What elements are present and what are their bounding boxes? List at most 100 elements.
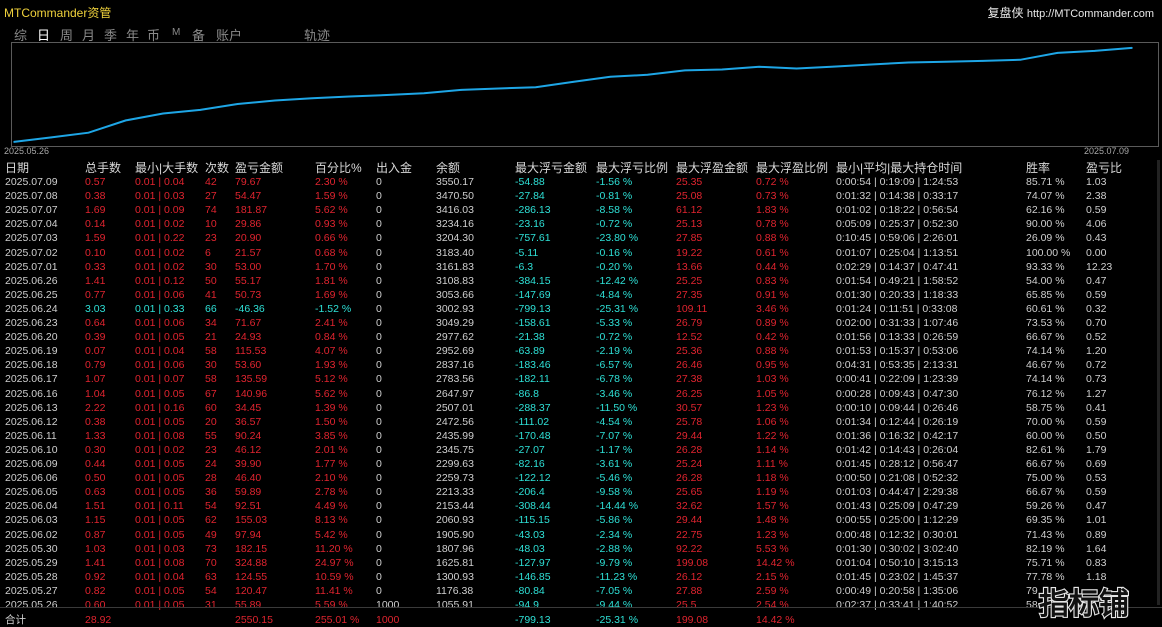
cell-ratio: 1.20 (1086, 345, 1107, 358)
column-header[interactable]: 最小|大手数 (135, 161, 199, 175)
column-header[interactable]: 盈亏金额 (235, 161, 284, 175)
column-header[interactable]: 余额 (436, 161, 461, 175)
table-row[interactable]: 2025.07.09 0.57 0.01 | 0.04 42 79.67 2.30 % 0 3… (0, 175, 1162, 189)
equity-point-28 (1056, 52, 1059, 54)
cell-max-float-loss: -127.97 (515, 556, 551, 569)
cell-balance: 2837.16 (436, 359, 474, 372)
equity-point-21 (795, 67, 798, 70)
table-row[interactable]: 2025.06.17 1.07 0.01 | 0.07 58 135.59 5.12 % 0… (0, 372, 1162, 386)
table-row[interactable]: 2025.05.29 1.41 0.01 | 0.08 70 324.88 24.97 %… (0, 556, 1162, 570)
tab-5[interactable]: 年 (126, 28, 140, 43)
column-header[interactable]: 盈亏比 (1086, 161, 1123, 175)
cell-max-float-loss: -122.12 (515, 472, 551, 485)
table-row[interactable]: 2025.06.13 2.22 0.01 | 0.16 60 34.45 1.39 % 0 2… (0, 401, 1162, 415)
cell-count: 54 (205, 500, 217, 513)
tab-2[interactable]: 周 (60, 28, 74, 43)
table-row[interactable]: 2025.06.20 0.39 0.01 | 0.05 21 24.93 0.84 % 0 2… (0, 330, 1162, 344)
column-header[interactable]: 次数 (205, 161, 230, 175)
column-header[interactable]: 最大浮盈比例 (756, 161, 829, 175)
table-row[interactable]: 2025.06.24 3.03 0.01 | 0.33 66 -46.36 -1.52 %… (0, 302, 1162, 316)
cell-max-float-profit-pct: 1.57 % (756, 500, 789, 513)
column-header[interactable]: 日期 (5, 161, 30, 175)
table-row[interactable]: 2025.07.08 0.38 0.01 | 0.03 27 54.47 1.59 % 0 3… (0, 189, 1162, 203)
table-row[interactable]: 2025.06.06 0.50 0.01 | 0.05 28 46.40 2.10 % 0 2… (0, 471, 1162, 485)
table-row[interactable]: 2025.05.26 0.60 0.01 | 0.05 31 55.89 5.59 % 10… (0, 598, 1162, 612)
tab-7[interactable]: M (172, 27, 181, 38)
table-row[interactable]: 2025.06.02 0.87 0.01 | 0.05 49 97.94 5.42 % 0 1… (0, 528, 1162, 542)
table-row[interactable]: 2025.06.18 0.79 0.01 | 0.06 30 53.60 1.93 % 0 2… (0, 358, 1162, 372)
column-header[interactable]: 最大浮亏金额 (515, 161, 588, 175)
table-row[interactable]: 2025.06.19 0.07 0.01 | 0.04 58 115.53 4.07 % 0… (0, 344, 1162, 358)
brand[interactable]: 复盘侠 http://MTCommander.com (987, 4, 1154, 21)
cell-pnl: 181.87 (235, 204, 268, 217)
cell-pct: 1.39 % (315, 401, 348, 414)
cell-max-float-loss-pct: -9.58 % (596, 486, 633, 499)
cell-max-float-profit: 26.79 (676, 317, 703, 329)
column-header[interactable]: 最大浮亏比例 (596, 161, 669, 175)
column-header[interactable]: 总手数 (85, 161, 122, 175)
cell-max-float-loss-pct: -3.61 % (596, 458, 633, 470)
cell-date: 2025.07.03 (5, 232, 58, 245)
cell-pct: 5.62 % (315, 204, 348, 217)
cell-count: 23 (205, 232, 217, 245)
table-row[interactable]: 2025.07.04 0.14 0.01 | 0.02 10 29.86 0.93 % 0 3… (0, 217, 1162, 231)
cell-max-float-profit-pct: 1.48 % (756, 514, 789, 527)
table-row[interactable]: 2025.06.03 1.15 0.01 | 0.05 62 155.03 8.13 % 0… (0, 513, 1162, 527)
table-row[interactable]: 2025.06.05 0.63 0.01 | 0.05 36 59.89 2.78 % 0 2… (0, 485, 1162, 499)
table-row[interactable]: 2025.05.30 1.03 0.01 | 0.03 73 182.15 11.20 %… (0, 542, 1162, 556)
tab-9[interactable]: 账户 (216, 28, 243, 43)
column-header[interactable]: 百分比% (315, 161, 362, 175)
column-header[interactable]: 出入金 (376, 161, 413, 175)
equity-chart-svg (13, 46, 1133, 143)
column-header[interactable]: 胜率 (1026, 161, 1051, 175)
cell-pct: 11.41 % (315, 584, 353, 597)
tab-0[interactable]: 综 (14, 28, 28, 43)
cell-minmax: 0.01 | 0.03 (135, 542, 185, 555)
cell-minmax: 0.01 | 0.22 (135, 232, 185, 245)
tab-1[interactable]: 日 (37, 28, 51, 43)
tab-6[interactable]: 币 (147, 28, 161, 43)
table-row[interactable]: 2025.06.25 0.77 0.01 | 0.06 41 50.73 1.69 % 0 3… (0, 288, 1162, 302)
cell-count: 50 (205, 274, 217, 287)
cell-win: 62.16 % (1026, 204, 1065, 217)
table-row[interactable]: 2025.07.01 0.33 0.01 | 0.02 30 53.00 1.70 % 0 3… (0, 260, 1162, 274)
column-header[interactable]: 最大浮盈金额 (676, 161, 749, 175)
table-row[interactable]: 2025.07.03 1.59 0.01 | 0.22 23 20.90 0.66 % 0 3… (0, 231, 1162, 245)
cell-pct: 2.78 % (315, 486, 348, 499)
cell-hold: 0:04:31 | 0:53:35 | 2:13:31 (836, 359, 959, 372)
table-row[interactable]: 2025.06.11 1.33 0.01 | 0.08 55 90.24 3.85 % 0 2… (0, 429, 1162, 443)
table-row[interactable]: 2025.06.10 0.30 0.01 | 0.02 23 46.12 2.01 % 0 2… (0, 443, 1162, 457)
cell-balance: 3416.03 (436, 204, 474, 217)
table-row[interactable]: 2025.06.26 1.41 0.01 | 0.12 50 55.17 1.81 % 0 3… (0, 274, 1162, 288)
cell-pnl: 50.73 (235, 288, 262, 301)
table-row[interactable]: 2025.05.28 0.92 0.01 | 0.04 63 124.55 10.59 %… (0, 570, 1162, 584)
table-row[interactable]: 2025.07.07 1.69 0.01 | 0.09 74 181.87 5.62 % 0… (0, 203, 1162, 217)
column-header[interactable]: 最小|平均|最大持仓时间 (836, 161, 963, 175)
tab-4[interactable]: 季 (104, 28, 118, 43)
table-row[interactable]: 2025.05.27 0.82 0.01 | 0.05 54 120.47 11.41 %… (0, 584, 1162, 598)
tab-8[interactable]: 备 (192, 28, 206, 43)
cell-count: 23 (205, 443, 217, 456)
cell-date: 2025.06.19 (5, 345, 58, 358)
cell-max-float-profit-pct: 0.42 % (756, 331, 789, 344)
table-row[interactable]: 2025.06.23 0.64 0.01 | 0.06 34 71.67 2.41 % 0 3… (0, 316, 1162, 330)
tab-3[interactable]: 月 (82, 28, 96, 43)
table-row[interactable]: 2025.07.02 0.10 0.01 | 0.02 6 21.57 0.68 % 0 31… (0, 246, 1162, 260)
tab-10[interactable]: 轨迹 (304, 28, 331, 43)
cell-pct: 1.93 % (315, 359, 348, 372)
brand-url[interactable]: http://MTCommander.com (1026, 8, 1154, 20)
cell-lots: 1.15 (85, 514, 106, 527)
cell-hold: 0:01:42 | 0:14:43 | 0:26:04 (836, 443, 959, 456)
cell-minmax: 0.01 | 0.05 (135, 584, 185, 597)
table-row[interactable]: 2025.06.09 0.44 0.01 | 0.05 24 39.90 1.77 % 0 2… (0, 457, 1162, 471)
cell-win: 100.00 % (1026, 246, 1071, 259)
cell-lots: 1.03 (85, 542, 106, 555)
cell-ratio: 0.83 (1086, 556, 1107, 569)
table-row[interactable]: 2025.06.04 1.51 0.01 | 0.11 54 92.51 4.49 % 0 2… (0, 499, 1162, 513)
table-row[interactable]: 2025.06.16 1.04 0.01 | 0.05 67 140.96 5.62 % 0… (0, 387, 1162, 401)
cell-ratio: 1.79 (1086, 443, 1107, 456)
table-scrollbar[interactable] (1157, 160, 1160, 605)
cell-count: 20 (205, 415, 217, 428)
equity-point-5 (199, 109, 202, 111)
table-row[interactable]: 2025.06.12 0.38 0.01 | 0.05 20 36.57 1.50 % 0 2… (0, 415, 1162, 429)
